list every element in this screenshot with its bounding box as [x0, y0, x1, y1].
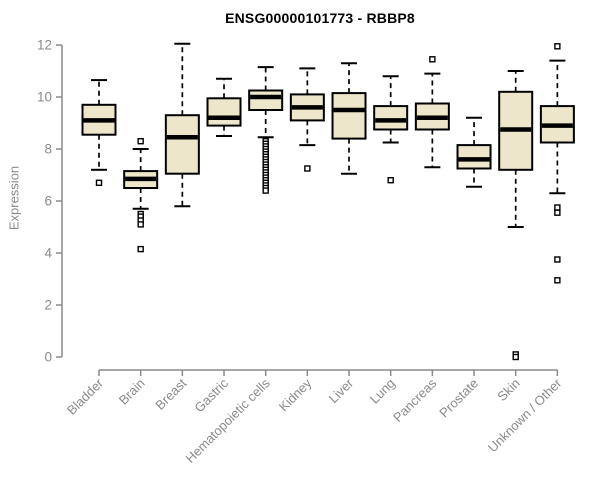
box-group-breast: Breast — [152, 42, 200, 413]
outlier-point — [137, 137, 144, 145]
outlier-point — [554, 204, 561, 211]
chart-title: ENSG00000101773 - RBBP8 — [225, 10, 415, 26]
box-group-liver: Liver — [326, 62, 367, 406]
outlier-point — [387, 176, 394, 184]
iqr-box — [248, 89, 284, 111]
x-category-label: Brain — [116, 376, 148, 408]
box-group-prostate: Prostate — [436, 116, 492, 421]
box-group-lung: Lung — [367, 75, 409, 407]
box-group-bladder: Bladder — [64, 79, 117, 418]
outlier-point — [512, 353, 519, 361]
outlier-point — [554, 209, 561, 216]
outlier-point — [554, 256, 561, 263]
x-category-label: Lung — [367, 376, 398, 407]
y-tick-label: 0 — [44, 350, 52, 365]
box-group-skin: Skin — [494, 70, 534, 404]
x-category-label: Breast — [152, 375, 189, 412]
y-tick-label: 8 — [44, 142, 52, 157]
outlier-point — [262, 187, 269, 194]
x-category-label: Pancreas — [390, 375, 440, 425]
y-tick-label: 10 — [37, 90, 52, 105]
x-category-label: Unknown / Other — [485, 375, 565, 455]
x-category-label: Prostate — [436, 376, 481, 421]
y-tick-label: 2 — [44, 298, 52, 313]
y-tick-label: 12 — [37, 38, 52, 53]
iqr-box — [206, 97, 242, 127]
x-category-label: Skin — [494, 376, 522, 404]
x-category-label: Liver — [326, 375, 357, 406]
iqr-box — [164, 114, 200, 175]
iqr-box — [456, 144, 492, 170]
outlier-point — [304, 165, 311, 172]
x-category-label: Bladder — [64, 375, 107, 418]
outlier-point — [95, 179, 103, 187]
outlier-point — [137, 221, 144, 228]
outlier-point — [429, 56, 436, 63]
outlier-point — [137, 245, 144, 253]
y-axis-label: Expression — [6, 165, 22, 231]
iqr-box — [373, 105, 409, 131]
x-category-label: Kidney — [276, 375, 315, 414]
y-tick-label: 6 — [44, 194, 52, 209]
box-group-brain: Brain — [116, 137, 159, 408]
outlier-point — [554, 43, 561, 50]
y-tick-label: 4 — [44, 246, 52, 261]
box-group-kidney: Kidney — [276, 67, 325, 414]
iqr-box — [331, 92, 367, 140]
outlier-point — [554, 277, 561, 284]
x-category-label: Gastric — [191, 375, 231, 415]
